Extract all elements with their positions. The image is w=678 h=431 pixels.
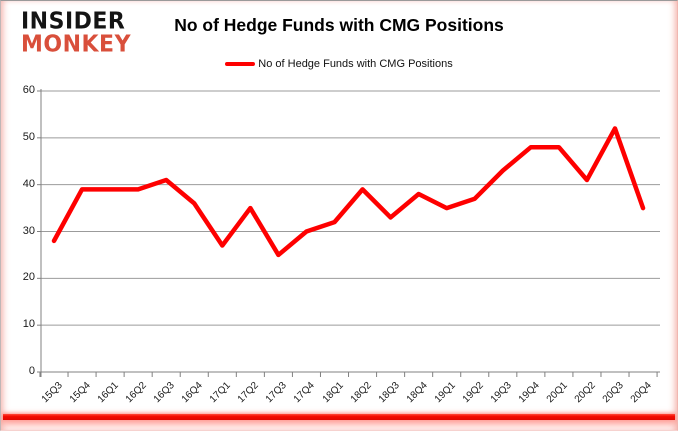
legend-line-marker — [225, 62, 256, 66]
logo-line-insider: INSIDER — [21, 8, 126, 35]
y-tick-label: 10 — [22, 318, 35, 331]
y-tick-label: 50 — [22, 130, 35, 143]
legend-label: No of Hedge Funds with CMG Positions — [258, 58, 453, 70]
logo-line-monkey: MONKEY — [21, 31, 132, 58]
y-tick-label: 30 — [22, 224, 35, 237]
y-tick-label: 20 — [22, 271, 35, 284]
y-tick-label: 60 — [22, 84, 35, 96]
series-line — [51, 126, 646, 258]
y-tick-label: 0 — [28, 365, 35, 377]
y-tick-label: 40 — [22, 177, 35, 190]
chart-title: No of Hedge Funds with CMG Positions — [174, 15, 504, 35]
insider-monkey-logo: INSIDER MONKEY — [21, 8, 132, 58]
bottom-accent-bar — [3, 414, 675, 420]
legend: No of Hedge Funds with CMG Positions — [1, 58, 677, 70]
